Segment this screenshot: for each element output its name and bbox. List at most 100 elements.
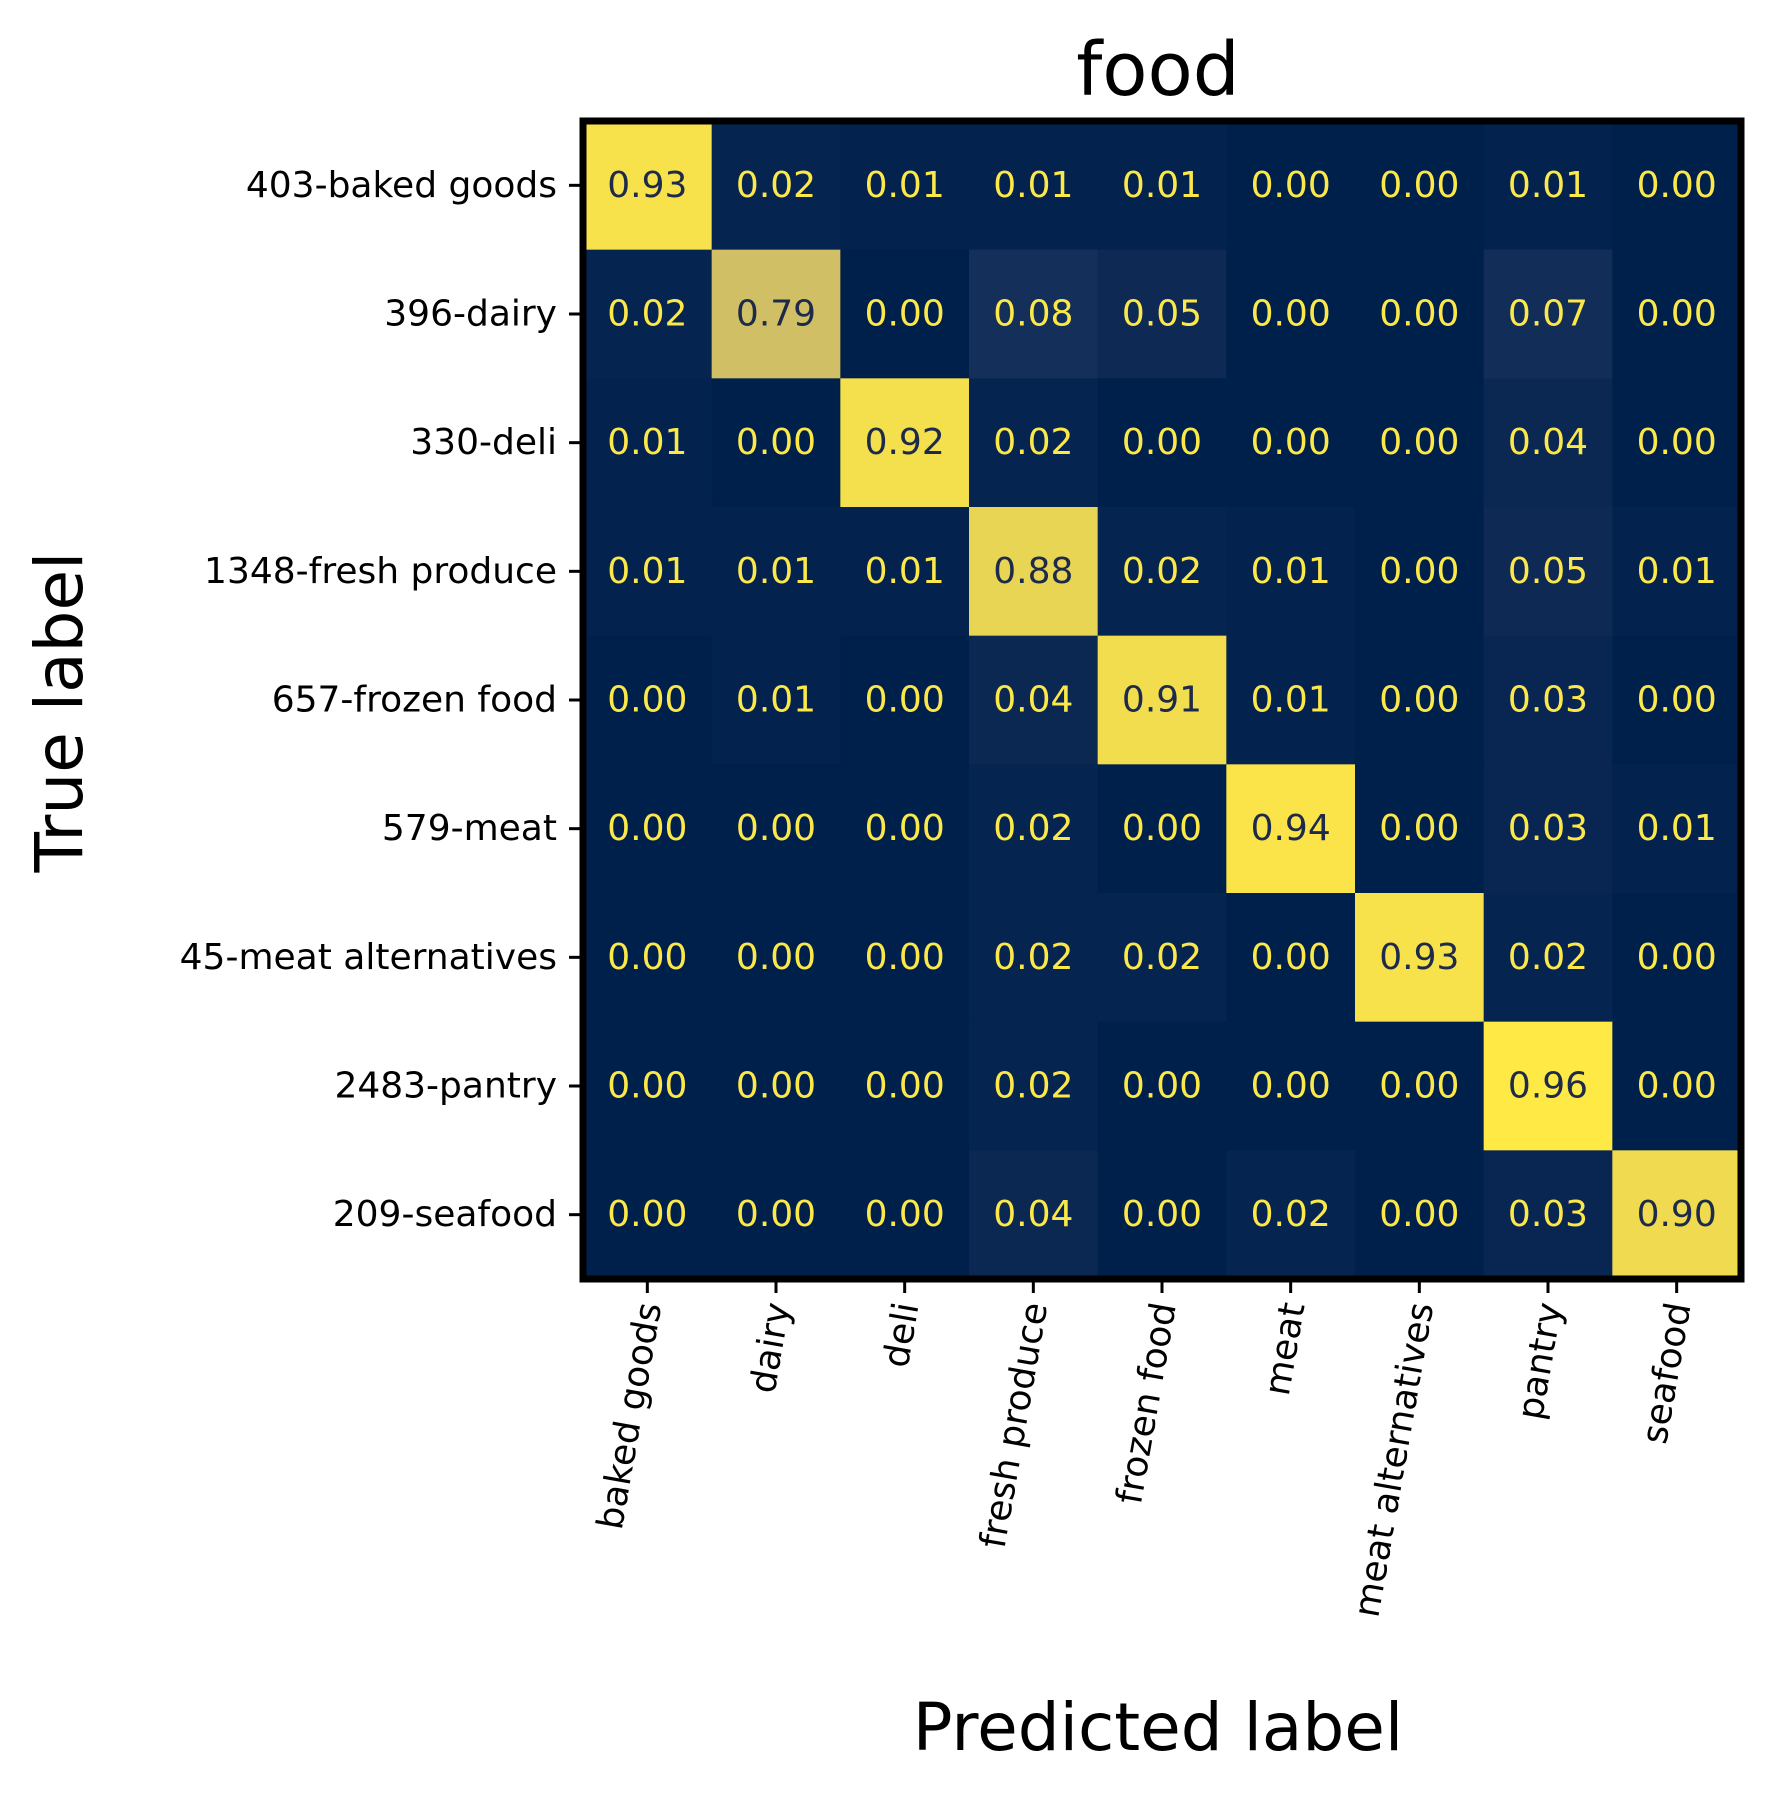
cell-value-label: 0.93: [607, 165, 687, 206]
cell-value-label: 0.94: [1251, 808, 1331, 849]
heatmap-cell: [1355, 121, 1485, 251]
heatmap-cell: [1612, 249, 1742, 379]
heatmap-cell: [1483, 1021, 1613, 1151]
cell-value-label: 0.00: [607, 808, 687, 849]
cell-value-label: 0.02: [736, 165, 816, 206]
heatmap-cell: [840, 507, 970, 637]
cell-value-label: 0.00: [1251, 937, 1331, 978]
cell-value-label: 0.00: [1379, 551, 1459, 592]
cell-value-label: 0.00: [1251, 294, 1331, 335]
cell-value-label: 0.00: [736, 1194, 816, 1235]
heatmap-cell: [969, 764, 1099, 894]
heatmap-cell: [1226, 764, 1356, 894]
cell-value-label: 0.01: [607, 551, 687, 592]
cell-value-label: 0.00: [607, 937, 687, 978]
heatmap-cell: [840, 1021, 970, 1151]
heatmap-cell: [711, 507, 841, 637]
cell-value-label: 0.00: [1637, 1066, 1717, 1107]
cell-value-label: 0.08: [993, 294, 1073, 335]
cell-value-label: 0.00: [1379, 1066, 1459, 1107]
cell-value-label: 0.01: [865, 165, 945, 206]
heatmap-cell: [1226, 1150, 1356, 1280]
heatmap-cell: [711, 1150, 841, 1280]
y-tick-label: 396-dairy: [384, 294, 557, 335]
heatmap-cell: [840, 249, 970, 379]
heatmap-cell: [1226, 121, 1356, 251]
heatmap-cell: [969, 121, 1099, 251]
heatmap-cell: [1355, 507, 1485, 637]
cell-value-label: 0.91: [1122, 680, 1202, 721]
heatmap-cell: [1483, 635, 1613, 765]
heatmap-cell: [1355, 1150, 1485, 1280]
cell-value-label: 0.01: [1251, 680, 1331, 721]
cell-value-label: 0.00: [1637, 680, 1717, 721]
cell-value-label: 0.00: [1122, 808, 1202, 849]
cell-value-label: 0.02: [1122, 551, 1202, 592]
cell-value-label: 0.00: [865, 808, 945, 849]
heatmap-cell-labels: 0.93 0.02 0.01 0.01 0.01 0.00 0.00 0.01 0.00 0.02…: [607, 165, 1716, 1235]
heatmap-cell: [583, 764, 713, 894]
cell-value-label: 0.01: [1637, 808, 1717, 849]
heatmap-cell: [969, 507, 1099, 637]
heatmap-cell: [1483, 507, 1613, 637]
cell-value-label: 0.01: [736, 680, 816, 721]
cell-value-label: 0.00: [865, 680, 945, 721]
cell-value-label: 0.02: [993, 937, 1073, 978]
heatmap-cell: [583, 893, 713, 1023]
heatmap-cell: [840, 635, 970, 765]
cell-value-label: 0.05: [1122, 294, 1202, 335]
heatmap-cell: [1097, 893, 1227, 1023]
cell-value-label: 0.02: [1122, 937, 1202, 978]
y-tick-label: 579-meat: [382, 808, 557, 849]
y-tick-label: 2483-pantry: [334, 1066, 557, 1107]
heatmap-cell: [1097, 378, 1227, 508]
cell-value-label: 0.01: [1122, 165, 1202, 206]
cell-value-label: 0.93: [1379, 937, 1459, 978]
cell-value-label: 0.00: [1251, 422, 1331, 463]
heatmap-cell: [1097, 507, 1227, 637]
chart-title: food: [1076, 27, 1240, 113]
cell-value-label: 0.00: [865, 937, 945, 978]
cell-value-label: 0.00: [1379, 680, 1459, 721]
heatmap-cell: [1097, 249, 1227, 379]
heatmap-cell: [1355, 378, 1485, 508]
heatmap-cell: [711, 893, 841, 1023]
heatmap-cell: [1226, 507, 1356, 637]
cell-value-label: 0.00: [1251, 165, 1331, 206]
heatmap-cell: [1097, 1021, 1227, 1151]
cell-value-label: 0.03: [1508, 808, 1588, 849]
y-tick-label: 209-seafood: [333, 1194, 557, 1235]
heatmap-cell: [1612, 507, 1742, 637]
heatmap-cell: [1612, 893, 1742, 1023]
cell-value-label: 0.00: [1122, 1066, 1202, 1107]
cell-value-label: 0.01: [1508, 165, 1588, 206]
cell-value-label: 0.02: [993, 808, 1073, 849]
heatmap-cell: [583, 1021, 713, 1151]
cell-value-label: 0.01: [1637, 551, 1717, 592]
heatmap-cell: [969, 893, 1099, 1023]
cell-value-label: 0.00: [736, 1066, 816, 1107]
cell-value-label: 0.00: [1637, 294, 1717, 335]
cell-value-label: 0.00: [1122, 1194, 1202, 1235]
heatmap-cell: [969, 249, 1099, 379]
y-tick-label: 45-meat alternatives: [180, 937, 557, 978]
cell-value-label: 0.01: [993, 165, 1073, 206]
heatmap-cell: [1097, 1150, 1227, 1280]
heatmap-cell: [1355, 249, 1485, 379]
x-axis-label: Predicted label: [913, 1689, 1403, 1766]
heatmap-cell: [1355, 764, 1485, 894]
heatmap-cell: [1612, 121, 1742, 251]
cell-value-label: 0.00: [1637, 422, 1717, 463]
heatmap-cell: [711, 378, 841, 508]
cell-value-label: 0.02: [993, 1066, 1073, 1107]
cell-value-label: 0.02: [1508, 937, 1588, 978]
heatmap-cell: [840, 1150, 970, 1280]
cell-value-label: 0.03: [1508, 680, 1588, 721]
cell-value-label: 0.00: [736, 808, 816, 849]
heatmap-cell: [1483, 1150, 1613, 1280]
cell-value-label: 0.90: [1637, 1194, 1717, 1235]
cell-value-label: 0.79: [736, 294, 816, 335]
cell-value-label: 0.00: [865, 1066, 945, 1107]
heatmap-cell: [969, 378, 1099, 508]
cell-value-label: 0.00: [1251, 1066, 1331, 1107]
